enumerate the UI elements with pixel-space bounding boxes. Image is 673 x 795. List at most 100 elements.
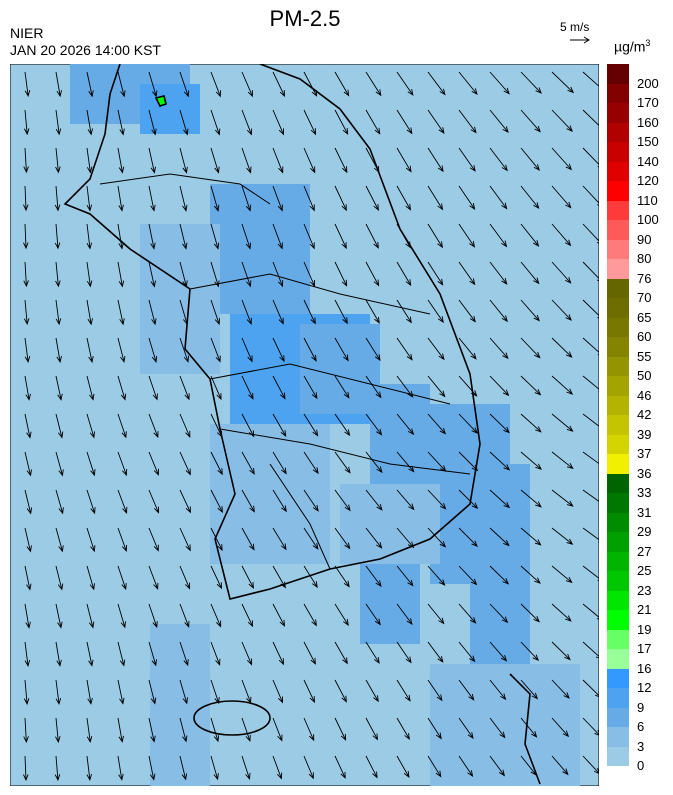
- wind-arrow: [365, 375, 382, 399]
- wind-arrow: [427, 641, 444, 663]
- wind-arrow: [365, 223, 379, 249]
- wind-arrow: [396, 679, 411, 702]
- wind-arrow: [272, 261, 284, 288]
- wind-arrow: [179, 603, 190, 628]
- wind-arrow: [489, 527, 510, 547]
- wind-arrow: [148, 147, 156, 174]
- wind-arrow: [489, 641, 508, 662]
- wind-arrow: [241, 489, 255, 513]
- wind-arrow: [520, 679, 539, 700]
- legend-label: 33: [637, 485, 652, 500]
- wind-arrow: [272, 679, 284, 704]
- wind-arrow: [365, 641, 380, 664]
- wind-arrow: [551, 261, 572, 284]
- legend-swatch: [607, 317, 629, 337]
- legend-label: 140: [637, 153, 659, 169]
- wind-arrow: [458, 109, 477, 134]
- wind-arrow: [458, 375, 478, 397]
- wind-arrow: [179, 185, 188, 212]
- wind-arrow: [179, 565, 191, 590]
- wind-arrow: [334, 413, 351, 437]
- wind-arrow: [55, 717, 61, 744]
- wind-arrow: [551, 413, 574, 432]
- wind-arrow: [551, 527, 574, 545]
- wind-arrow: [303, 337, 317, 362]
- legend-swatch: [607, 83, 629, 103]
- wind-arrow: [117, 147, 125, 174]
- legend-label: 0: [637, 758, 645, 773]
- wind-vectors: [23, 71, 599, 782]
- wind-arrow: [148, 717, 156, 743]
- wind-arrow: [489, 717, 506, 739]
- wind-arrow: [179, 641, 189, 667]
- wind-scale: 5 m/s: [560, 20, 598, 49]
- wind-arrow: [427, 679, 443, 702]
- wind-arrow: [427, 223, 444, 249]
- wind-arrow: [86, 565, 95, 591]
- wind-arrow: [148, 413, 159, 439]
- wind-arrow: [551, 185, 572, 209]
- wind-arrow: [86, 185, 93, 212]
- wind-arrow: [210, 223, 220, 250]
- wind-arrow: [241, 185, 252, 212]
- wind-arrow: [148, 223, 156, 250]
- wind-arrow: [210, 337, 221, 363]
- wind-arrow: [55, 147, 61, 174]
- legend-label: 60: [637, 329, 652, 344]
- wind-arrow: [520, 755, 537, 776]
- wind-arrow: [303, 641, 316, 665]
- wind-arrow: [117, 413, 127, 439]
- wind-arrow: [303, 71, 318, 97]
- wind-arrow: [86, 109, 93, 136]
- concentration-patch: [210, 424, 330, 564]
- legend-label: 70: [637, 290, 652, 305]
- wind-arrow: [23, 299, 30, 326]
- color-legend: [607, 64, 629, 766]
- wind-arrow: [489, 679, 507, 701]
- wind-arrow: [179, 299, 189, 326]
- wind-arrow: [272, 717, 283, 742]
- wind-arrow: [303, 717, 315, 742]
- legend-label: 17: [637, 641, 652, 656]
- wind-arrow: [272, 451, 287, 475]
- legend-swatch: [607, 376, 629, 396]
- wind-arrow: [520, 337, 541, 359]
- legend-swatch: [607, 551, 629, 571]
- wind-arrow: [396, 299, 412, 324]
- wind-arrow: [117, 71, 126, 98]
- wind-arrow: [54, 185, 61, 212]
- wind-arrow: [427, 603, 445, 625]
- wind-arrow: [272, 185, 283, 212]
- wind-arrow: [427, 337, 445, 361]
- wind-arrow: [24, 641, 31, 667]
- wind-arrow: [210, 527, 223, 552]
- wind-arrow: [365, 185, 379, 212]
- wind-arrow: [210, 451, 223, 476]
- concentration-patches: [70, 64, 580, 786]
- wind-arrow: [54, 755, 61, 782]
- wind-arrow: [551, 337, 573, 358]
- wind-arrow: [551, 641, 571, 661]
- wind-arrow: [210, 261, 220, 288]
- wind-arrow: [551, 755, 569, 776]
- legend-swatch: [607, 64, 629, 84]
- wind-arrow: [55, 565, 64, 591]
- wind-arrow: [303, 603, 317, 627]
- wind-arrow: [520, 413, 542, 433]
- wind-arrow: [55, 603, 63, 629]
- legend-swatch: [607, 181, 629, 201]
- legend-swatch: [607, 298, 629, 318]
- legend-swatch: [607, 103, 629, 123]
- legend-label: 12: [637, 680, 652, 695]
- wind-arrow: [24, 71, 31, 98]
- legend-swatch: [607, 122, 629, 142]
- wind-arrow: [148, 755, 156, 781]
- province-boundaries: [99, 173, 471, 570]
- wind-arrow: [582, 71, 599, 87]
- wind-arrow: [86, 71, 94, 98]
- wind-arrow: [489, 71, 510, 95]
- wind-arrow: [210, 147, 220, 174]
- wind-arrow: [117, 603, 126, 629]
- legend-label: 19: [637, 621, 652, 637]
- legend-swatch: [607, 434, 629, 454]
